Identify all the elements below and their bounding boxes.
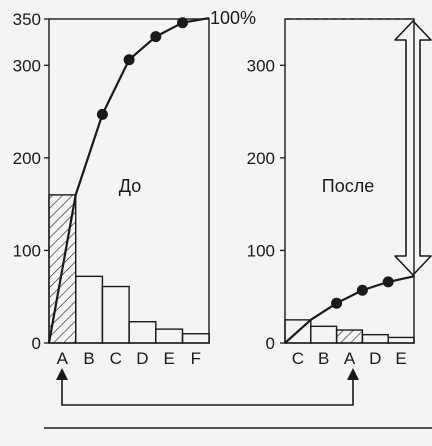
cumulative-line-before bbox=[47, 16, 210, 344]
category-label-e: E bbox=[163, 349, 174, 368]
bars-after bbox=[284, 319, 415, 344]
category-label-c: C bbox=[110, 349, 122, 368]
cumulative-point bbox=[177, 17, 188, 29]
cumulative-point bbox=[382, 276, 394, 288]
cumulative-point bbox=[331, 297, 343, 309]
cumulative-point bbox=[150, 31, 162, 43]
double-arrow bbox=[394, 20, 432, 276]
cumulative-line-after bbox=[284, 275, 415, 344]
category-label-d: D bbox=[369, 349, 381, 368]
category-label-e: E bbox=[395, 349, 406, 368]
y-tick-label: 0 bbox=[266, 334, 275, 353]
y-axis-ticks-after: 0 100 200 300 bbox=[247, 56, 285, 353]
category-label-b: B bbox=[83, 349, 94, 368]
bar-d bbox=[128, 321, 157, 344]
category-label-a: A bbox=[344, 349, 356, 368]
chart-title-before: До bbox=[119, 176, 141, 196]
category-label-f: F bbox=[191, 349, 201, 368]
y-tick-label: 0 bbox=[32, 334, 41, 353]
y-tick-label: 300 bbox=[247, 56, 275, 75]
bar-a bbox=[335, 329, 364, 344]
percent-label: 100% bbox=[210, 8, 256, 28]
bar-b bbox=[310, 325, 338, 344]
y-tick-label: 100 bbox=[247, 241, 275, 260]
y-tick-label: 350 bbox=[13, 10, 41, 29]
bar-d bbox=[361, 333, 389, 344]
bars-before bbox=[48, 194, 210, 344]
bar-b bbox=[74, 275, 104, 344]
category-label-b: B bbox=[318, 349, 329, 368]
bar-e bbox=[387, 336, 415, 344]
category-label-d: D bbox=[136, 349, 148, 368]
y-axis-ticks-before: 0 100 200 300 350 bbox=[13, 10, 49, 353]
cumulative-point bbox=[123, 54, 135, 66]
y-tick-label: 200 bbox=[247, 149, 275, 168]
y-tick-label: 300 bbox=[13, 56, 41, 75]
cumulative-point bbox=[96, 108, 108, 120]
bar-f bbox=[181, 333, 210, 344]
cumulative-point bbox=[356, 284, 368, 296]
chart-title-after: После bbox=[322, 176, 374, 196]
bar-c bbox=[101, 285, 130, 344]
category-label-a: A bbox=[57, 349, 69, 368]
category-label-c: C bbox=[292, 349, 304, 368]
category-a-connector-arrow bbox=[56, 368, 359, 406]
bar-e bbox=[155, 328, 184, 344]
y-tick-label: 200 bbox=[13, 149, 41, 168]
y-tick-label: 100 bbox=[13, 241, 41, 260]
